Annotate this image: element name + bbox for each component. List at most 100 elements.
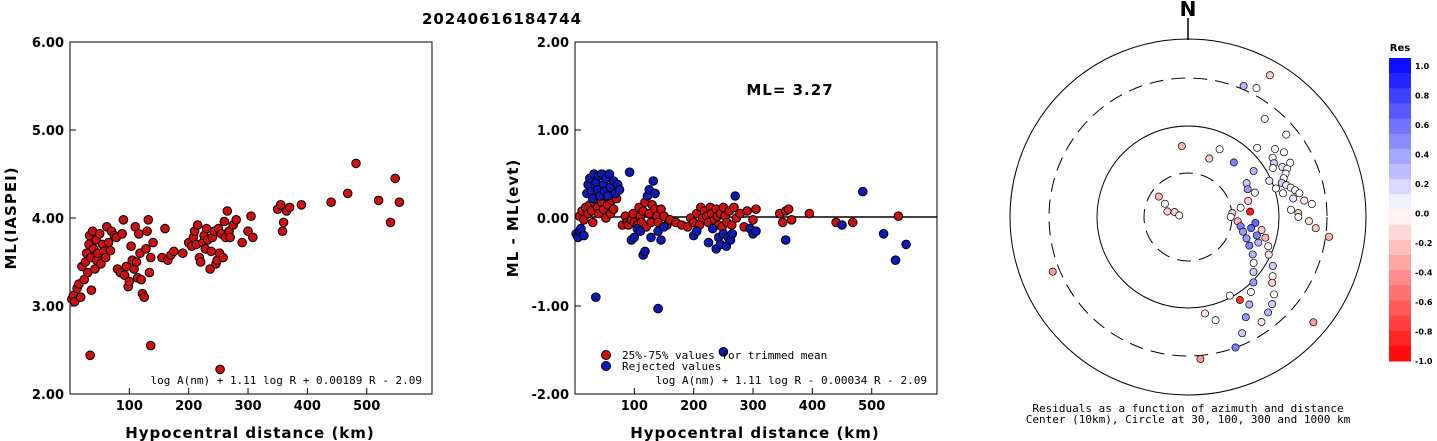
data-point bbox=[847, 217, 858, 228]
data-point bbox=[145, 340, 156, 351]
station-point bbox=[1249, 278, 1258, 287]
data-point bbox=[730, 191, 741, 201]
legend-label-trimmed: 25%-75% values for trimmed mean bbox=[622, 349, 827, 362]
data-point bbox=[602, 191, 613, 201]
data-point bbox=[145, 252, 156, 263]
station-point bbox=[1201, 309, 1209, 318]
data-point bbox=[85, 350, 95, 361]
figure-title: 20240616184744 bbox=[422, 10, 582, 28]
station-point bbox=[1279, 148, 1288, 157]
colorbar-cell bbox=[1389, 270, 1411, 286]
y-tick-label: 5.00 bbox=[32, 124, 64, 139]
station-point bbox=[1257, 318, 1266, 326]
range-circle-1000km bbox=[1009, 38, 1367, 396]
residual-colorbar: Res 1.0 0.8 0.6 0.4 0.2 0.0 -0.2 -0.4 -0.6 -0.8 -1… bbox=[1389, 43, 1433, 366]
colorbar-cell bbox=[1389, 315, 1411, 332]
data-point bbox=[588, 217, 598, 228]
data-point bbox=[205, 264, 215, 274]
data-point bbox=[890, 255, 901, 266]
azimuth-residual-panel: N Residuals as a function of azimuth and… bbox=[1009, 0, 1367, 426]
colorbar-cell bbox=[1389, 209, 1411, 226]
data-point bbox=[219, 216, 230, 227]
data-point bbox=[143, 215, 154, 225]
data-point bbox=[653, 303, 663, 314]
data-point bbox=[893, 211, 904, 221]
station-point bbox=[1226, 213, 1235, 221]
y-axis-label: ML - ML(evt) bbox=[504, 159, 522, 277]
data-point bbox=[783, 204, 794, 214]
data-point bbox=[650, 188, 660, 199]
station-point bbox=[1163, 207, 1172, 216]
data-point bbox=[614, 185, 625, 195]
station-point bbox=[1272, 184, 1280, 193]
station-point bbox=[1229, 158, 1238, 167]
station-point bbox=[1265, 71, 1274, 80]
station-point bbox=[1294, 213, 1303, 221]
formula-label: log A(nm) + 1.11 log R - 0.00034 R - 2.0… bbox=[655, 374, 927, 387]
data-point bbox=[786, 215, 797, 225]
data-point bbox=[284, 202, 295, 213]
data-point bbox=[103, 237, 114, 248]
colorbar-cell bbox=[1389, 239, 1411, 256]
station-point bbox=[1238, 329, 1247, 338]
legend-label-rejected: Rejected values bbox=[622, 360, 721, 373]
station-point bbox=[1254, 238, 1263, 247]
data-point bbox=[75, 292, 86, 303]
colorbar-cell bbox=[1389, 118, 1411, 135]
station-point bbox=[1282, 130, 1291, 139]
x-tick-label: 200 bbox=[175, 399, 202, 414]
data-point bbox=[237, 237, 247, 248]
station-point bbox=[1309, 318, 1318, 327]
station-point bbox=[1225, 291, 1234, 300]
x-tick-label: 100 bbox=[621, 399, 648, 414]
data-point bbox=[118, 215, 129, 225]
data-point bbox=[608, 204, 619, 214]
station-point bbox=[1295, 189, 1304, 198]
x-tick-label: 200 bbox=[680, 399, 707, 414]
data-point bbox=[225, 232, 235, 243]
station-point bbox=[1244, 196, 1253, 205]
data-point bbox=[105, 245, 116, 256]
colorbar-cell bbox=[1389, 164, 1411, 180]
data-point bbox=[718, 347, 729, 357]
data-point bbox=[90, 264, 100, 274]
station-point bbox=[1246, 207, 1255, 216]
x-tick-label: 100 bbox=[116, 399, 143, 414]
station-point bbox=[1239, 81, 1248, 90]
station-point bbox=[1211, 316, 1220, 325]
north-label: N bbox=[1180, 0, 1197, 21]
data-point bbox=[141, 244, 151, 254]
data-point bbox=[742, 206, 752, 216]
colorbar-cell bbox=[1389, 285, 1411, 301]
data-point bbox=[385, 217, 396, 228]
station-point bbox=[1236, 203, 1245, 212]
range-circle-30km bbox=[1143, 172, 1233, 262]
station-point bbox=[1287, 205, 1295, 214]
data-point bbox=[148, 237, 158, 248]
data-point bbox=[178, 248, 188, 258]
station-point bbox=[1270, 290, 1278, 299]
station-point bbox=[1235, 296, 1244, 304]
data-point bbox=[837, 220, 847, 230]
station-point bbox=[1154, 192, 1163, 201]
station-point bbox=[1242, 234, 1251, 243]
data-point bbox=[136, 274, 146, 285]
data-point bbox=[195, 257, 206, 267]
data-point bbox=[604, 169, 615, 179]
colorbar-tick-label: 0.6 bbox=[1415, 121, 1430, 130]
data-point bbox=[640, 246, 650, 257]
data-point bbox=[243, 226, 253, 236]
magnitude-vs-distance-panel: 100 200 300 400 500 2.00 3.00 4.00 5.00 6.00 Hypo… bbox=[2, 36, 433, 441]
x-tick-label: 500 bbox=[858, 399, 885, 414]
data-point bbox=[579, 230, 589, 241]
station-point bbox=[1307, 200, 1316, 208]
station-point bbox=[1264, 242, 1273, 251]
data-point bbox=[751, 226, 761, 236]
data-point bbox=[222, 206, 233, 216]
colorbar-cell bbox=[1389, 300, 1411, 317]
colorbar-cell bbox=[1389, 103, 1411, 120]
data-point bbox=[624, 167, 635, 177]
x-tick-label: 400 bbox=[294, 399, 321, 414]
data-point bbox=[707, 223, 718, 234]
colorbar-tick-label: -1.0 bbox=[1415, 357, 1433, 366]
